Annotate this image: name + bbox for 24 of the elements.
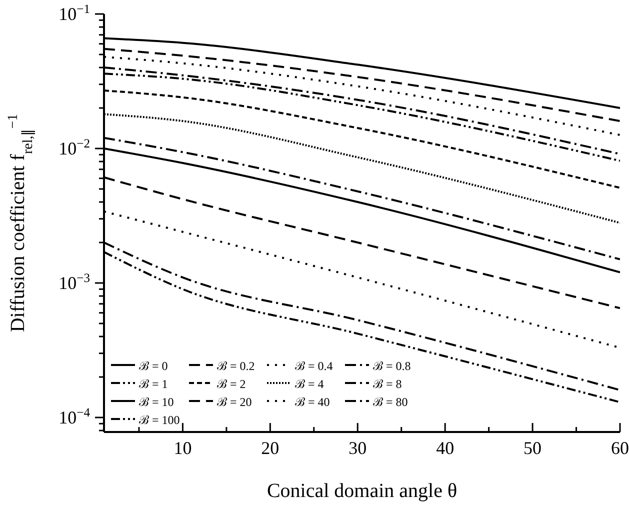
legend-label: ℬ = 0.8 <box>373 358 411 374</box>
y-tick-label: 10$^{−3}$ <box>58 270 90 293</box>
x-tick-label: 50 <box>524 438 542 458</box>
legend-label: ℬ = 0.2 <box>217 358 255 374</box>
y-tick-label: 10$^{−2}$ <box>58 136 90 158</box>
x-tick-label: 30 <box>348 438 367 458</box>
x-tick-label: 60 <box>611 438 629 458</box>
legend-label: ℬ = 100 <box>139 412 180 428</box>
legend-label: ℬ = 4 <box>295 376 324 392</box>
legend-label: ℬ = 40 <box>295 394 330 410</box>
legend-label: ℬ = 8 <box>373 376 402 392</box>
y-tick-label: 10$^{−4}$ <box>58 405 91 428</box>
legend-label: ℬ = 80 <box>373 394 408 410</box>
x-tick-label: 20 <box>261 438 280 458</box>
x-tick-label: 10 <box>174 438 192 458</box>
y-tick-label: 10$^{−1}$ <box>58 2 90 24</box>
x-axis-title: Conical domain angle θ <box>266 480 458 502</box>
legend-label: ℬ = 0 <box>139 358 168 374</box>
legend-label: ℬ = 10 <box>139 394 174 410</box>
legend-label: ℬ = 0.4 <box>295 358 333 374</box>
legend-label: ℬ = 2 <box>217 376 246 392</box>
legend-label: ℬ = 20 <box>217 394 252 410</box>
x-tick-label: 40 <box>436 438 454 458</box>
legend-label: ℬ = 1 <box>139 376 168 392</box>
